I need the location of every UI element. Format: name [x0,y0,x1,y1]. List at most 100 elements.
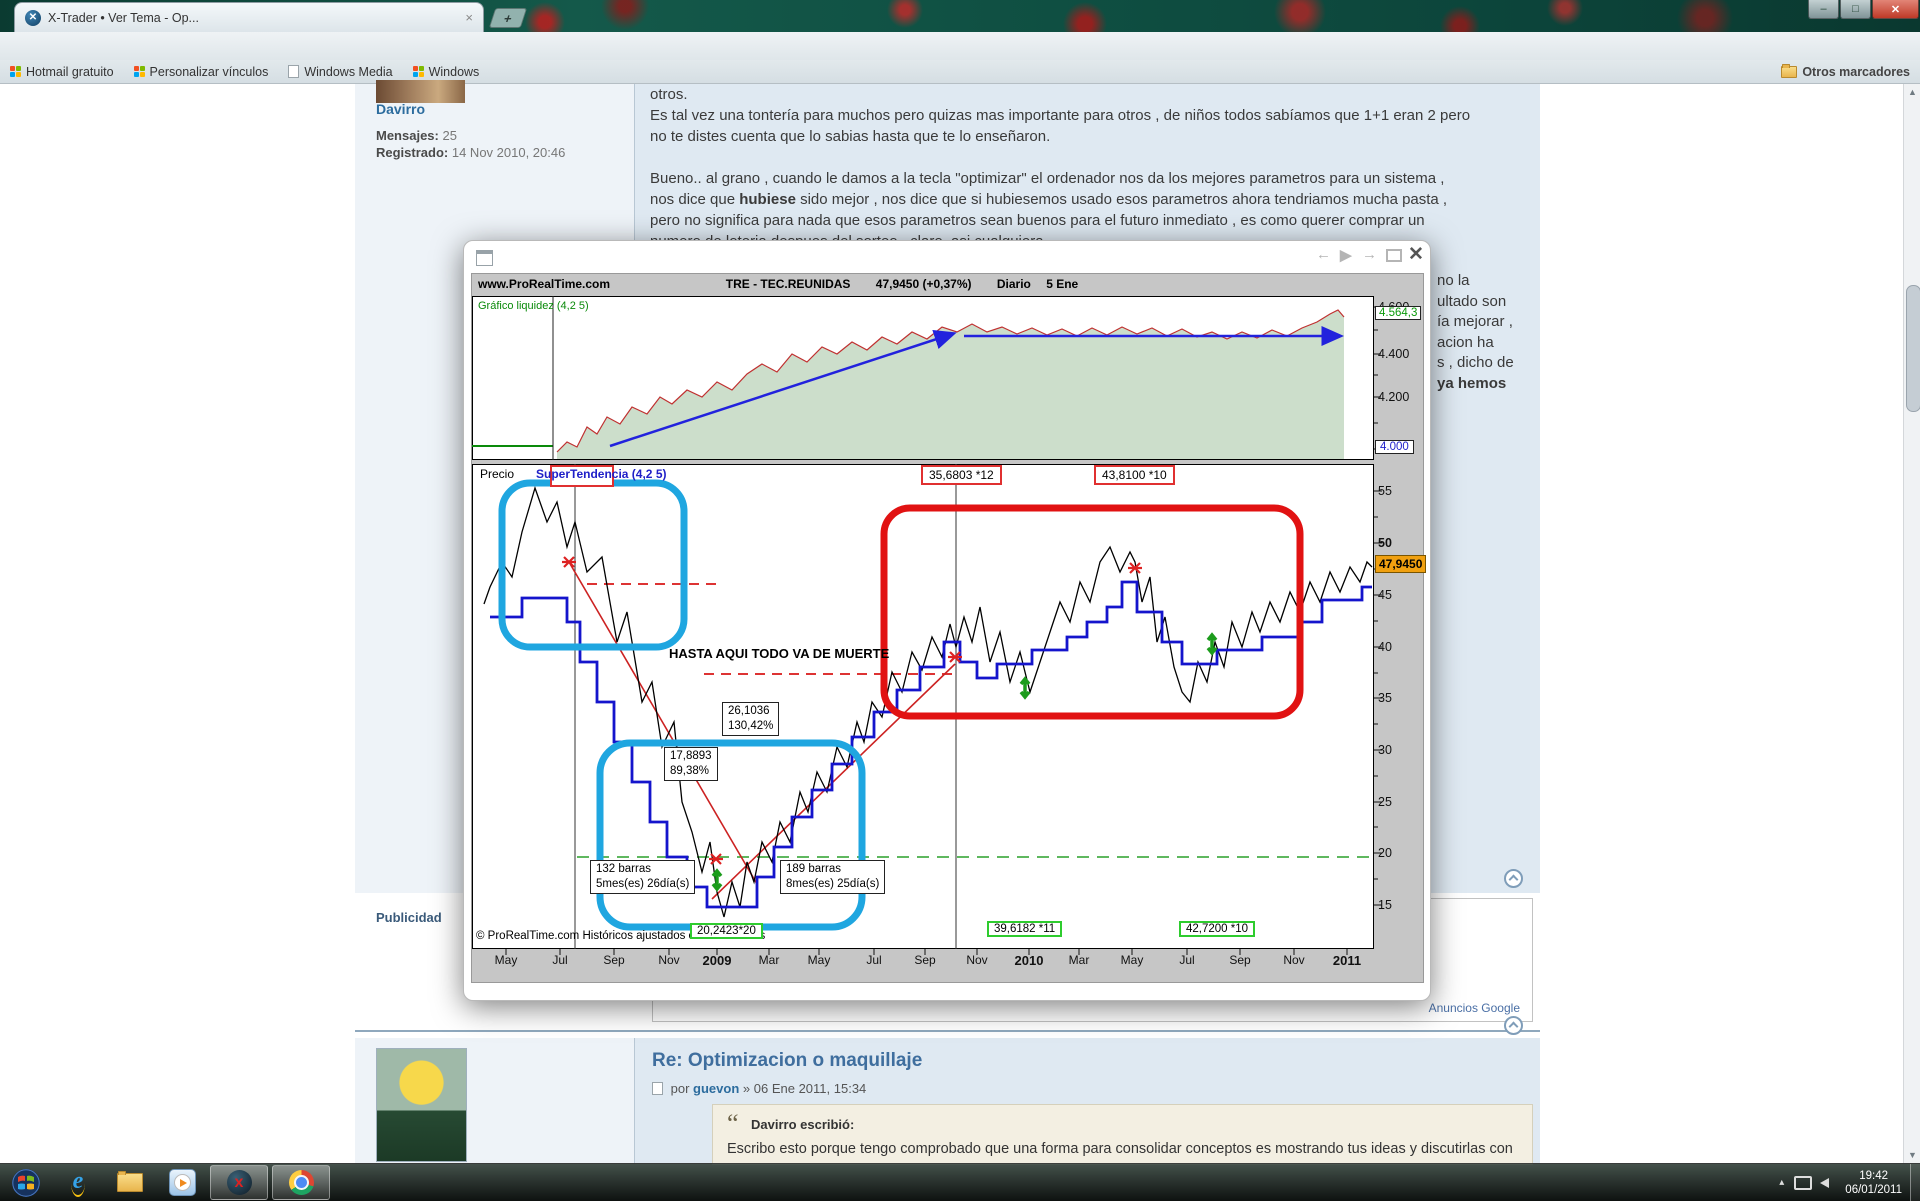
quote-text: Escribo esto porque tengo comprobado que… [727,1141,1513,1157]
level-box-a: 35,6803 *12 [921,465,1002,485]
taskbar: e x ▴ 19:42 06/01/2011 [0,1163,1920,1201]
taskbar-chrome-button[interactable] [272,1165,330,1200]
xtick: Jul [552,953,568,967]
bookmark-hotmail[interactable]: Hotmail gratuito [10,65,114,79]
ytick-15: 15 [1378,898,1392,912]
quote-author: Davirro escribió: [751,1117,855,1132]
tab-title: X-Trader • Ver Tema - Op... [48,10,199,25]
folder-icon [1781,63,1798,78]
clock-date: 06/01/2011 [1845,1183,1902,1196]
taskbar-clock[interactable]: 19:42 06/01/2011 [1845,1169,1902,1197]
taskbar-wmp-button[interactable] [156,1164,208,1201]
minimize-button[interactable]: – [1808,0,1839,19]
chart-title: TRE - TEC.REUNIDAS 47,9450 (+0,37%) Diar… [622,277,1182,291]
prorealtime-chart: www.ProRealTime.com TRE - TEC.REUNIDAS 4… [471,273,1427,983]
prt-watermark: www.ProRealTime.com [478,277,611,291]
tray-volume-icon[interactable] [1820,1177,1830,1188]
ytick-30: 30 [1378,743,1392,757]
anuncios-google-label[interactable]: Anuncios Google [1428,1001,1520,1015]
maximize-button[interactable]: □ [1840,0,1871,19]
bars-box-1: 132 barras 5mes(es) 26día(s) [590,860,696,894]
new-tab-button[interactable]: + [488,8,528,28]
scroll-down-icon[interactable]: ▼ [1908,1150,1917,1160]
post1-author-link[interactable]: Davirro [376,101,426,117]
scrollbar-thumb[interactable] [1906,285,1920,412]
bookmark-personalizar[interactable]: Personalizar vínculos [133,65,268,79]
back-to-top-button[interactable] [1504,869,1523,888]
post1-registered: Registrado: 14 Nov 2010, 20:46 [376,145,566,160]
tab-close-icon[interactable]: × [465,10,473,25]
xtick-year: 2010 [1014,953,1044,968]
show-desktop-button[interactable] [1910,1164,1920,1201]
level-box-b: 43,8100 *10 [1094,465,1175,485]
tray-network-icon[interactable] [1794,1175,1813,1190]
xtick: Nov [966,953,988,967]
popup-next-icon[interactable]: → [1362,246,1377,263]
back-to-top-button[interactable] [1504,1016,1523,1035]
internet-explorer-icon: e [70,1168,86,1197]
page-icon [288,65,300,78]
taskbar-xtrader-button[interactable]: x [210,1165,268,1200]
popup-close-icon[interactable]: ✕ [1408,244,1424,265]
chart-timeframe: Diario [996,277,1031,291]
xtick: Mar [1068,953,1090,967]
xtick: Sep [603,953,625,967]
popup-prev-icon[interactable]: ← [1316,246,1331,263]
windows-logo-icon [412,66,424,77]
ytick-55: 55 [1378,484,1392,498]
tray-expand-icon[interactable]: ▴ [1779,1177,1785,1188]
bars-box-2: 189 barras 8mes(es) 25día(s) [780,860,886,894]
chart-symbol: TRE - TEC.REUNIDAS [725,277,851,291]
xtick-year: 2009 [702,953,732,968]
tick-4400: 4.400 [1378,347,1410,361]
xtick: May [807,953,831,967]
tab-strip: ✕ X-Trader • Ver Tema - Op... × + – □ ✕ [0,0,1920,32]
xtick: May [494,953,518,967]
xtrader-app-icon: x [226,1170,252,1195]
browser-tab[interactable]: ✕ X-Trader • Ver Tema - Op... × [14,2,484,32]
supertendencia-label: SuperTendencia (4,2 5) [536,467,667,481]
popup-window-icon [476,250,493,266]
bookmark-windows-media[interactable]: Windows Media [288,65,393,79]
post2-title[interactable]: Re: Optimizacion o maquillaje [652,1050,923,1071]
fib-box-2: 17,8893 89,38% [664,747,718,781]
start-button[interactable] [0,1164,52,1201]
post2-byline: por guevon » 06 Ene 2011, 15:34 [652,1081,866,1096]
browser-toolbar: ← → ↻ ⌂ www.x-trader.net /foro/viewtopic… [0,32,1920,89]
post2-avatar [376,1048,467,1162]
post1-text-fragments: no la ultado son ía mejorar , acion ha s… [1437,272,1514,392]
popup-expand-icon[interactable] [1386,249,1402,262]
chart-date: 5 Ene [1046,277,1079,291]
price-label: Precio [480,467,515,481]
green-level-2: 39,6182 *11 [987,921,1063,937]
quote-box: “ Davirro escribió: Escribo esto porque … [712,1104,1533,1165]
scrollbar[interactable]: ▲ ▼ [1903,84,1920,1163]
xtick: May [1120,953,1144,967]
liquidity-label: Gráfico liquidez (4,2 5) [478,300,589,312]
green-level-1: 20,2423*20 [690,923,763,939]
windows-logo-icon [10,66,21,77]
taskbar-explorer-button[interactable] [104,1164,156,1201]
taskbar-ie-button[interactable]: e [52,1164,104,1201]
green-level-3: 42,7200 *10 [1179,921,1256,937]
chart-price: 47,9450 (+0,37%) [875,277,972,291]
other-bookmarks-button[interactable]: Otros marcadores [1781,63,1910,79]
post1-line5: nos dice que hubiese sido mejor , nos di… [650,191,1448,208]
window-caption-buttons: – □ ✕ [1808,0,1920,19]
liquidity-level-badge: 4.000 [1375,440,1414,454]
chrome-icon [288,1170,314,1195]
ytick-35: 35 [1378,691,1392,705]
post2-author-link[interactable]: guevon [693,1081,740,1096]
close-window-button[interactable]: ✕ [1872,0,1919,19]
tick-4200: 4.200 [1378,390,1410,404]
liquidity-value-badge: 4.564,3 [1375,306,1422,320]
last-price-badge: 47,9450 [1375,555,1427,573]
popup-play-icon[interactable]: ▶ [1340,247,1352,264]
scroll-up-icon[interactable]: ▲ [1908,87,1917,97]
xtick: Nov [1283,953,1305,967]
fib-box-1: 26,1036 130,42% [722,702,780,736]
quote-icon: “ [727,1109,739,1138]
xtick: Jul [1179,953,1195,967]
chart-canvas [472,296,1382,955]
bookmark-windows[interactable]: Windows [412,65,479,79]
